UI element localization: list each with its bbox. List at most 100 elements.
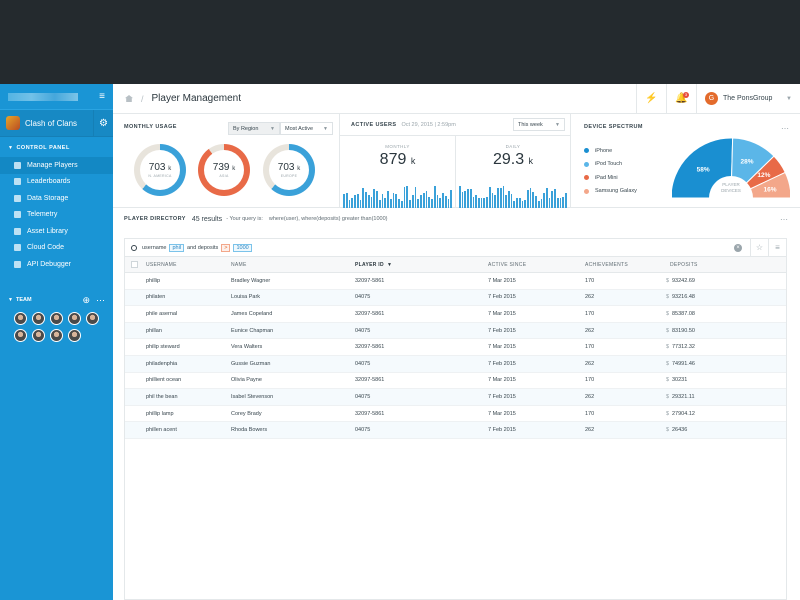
activity-filter-select[interactable]: Most Active ▼ (280, 122, 333, 135)
avatar[interactable] (14, 311, 27, 325)
table-row[interactable]: phillen acent Rhoda Bowers 04075 7 Feb 2015… (125, 422, 786, 439)
home-icon[interactable] (125, 95, 133, 102)
sparkline-bar (444, 196, 447, 208)
avatar[interactable] (32, 311, 45, 325)
search-bar[interactable]: username phil and deposits > 1000 × ☆ ≡ (125, 238, 786, 257)
chevron-down-icon: ▼ (323, 125, 328, 132)
cell-player-id: 32097-5861 (355, 310, 385, 317)
card-title: MONTHLY USAGE (124, 124, 177, 130)
avatar[interactable] (68, 311, 81, 325)
player-directory: PLAYER DIRECTORY 45 results - Your query… (113, 208, 800, 600)
cell-name: Isabel Stevenson (231, 393, 274, 400)
cell-achievements: 170 (585, 277, 595, 284)
chevron-down-icon: ▼ (555, 121, 560, 128)
sparkline-bar (524, 200, 526, 208)
avatar[interactable] (14, 328, 27, 342)
donut-chart: 703 k N. AMERICA (134, 144, 186, 196)
column-header-deposits[interactable]: DEPOSITS (670, 261, 698, 268)
search-token[interactable]: phil (169, 243, 185, 252)
table-row[interactable]: phil the bean Isabel Stevenson 04075 7 Feb … (125, 389, 786, 406)
column-header-username[interactable]: USERNAME (146, 261, 177, 268)
select-value: By Region (233, 125, 259, 132)
table-row[interactable]: philaten Louisa Park 04075 7 Feb 2015 262 $93… (125, 289, 786, 307)
sparkline-bar (526, 190, 529, 208)
cell-achievements: 170 (585, 410, 595, 417)
sparkline-bar (494, 195, 497, 208)
avatar[interactable] (68, 328, 81, 342)
cell-username: phile asernal (146, 310, 178, 317)
table-row[interactable]: phillip Bradley Wagner 32097-5861 7 Mar 201… (125, 273, 786, 290)
add-member-icon[interactable]: ⊕ (82, 294, 90, 305)
sparkline-bar (351, 197, 353, 208)
sidebar-item-api-debugger[interactable]: API Debugger (0, 256, 113, 273)
cell-name: Louisa Park (231, 294, 261, 301)
table-row[interactable]: philadenphia Gussie Guzman 04075 7 Feb 2015… (125, 355, 786, 373)
cell-username: phillip lamp (146, 410, 174, 417)
column-header-active-since[interactable]: ACTIVE SINCE (488, 261, 527, 268)
sidebar-item-label: Cloud Code (27, 244, 64, 252)
sidebar-item-telemetry[interactable]: Telemetry (0, 207, 113, 224)
sidebar-item-data-storage[interactable]: Data Storage (0, 190, 113, 207)
legend-label: iPod Touch (595, 161, 623, 168)
filter-icon[interactable]: ≡ (768, 238, 786, 257)
sidebar-item-leaderboards[interactable]: Leaderboards (0, 174, 113, 191)
lightning-icon[interactable]: ⚡ (636, 83, 666, 114)
pie-slice-label: 16% (764, 186, 777, 193)
cell-active-since: 7 Feb 2015 (488, 393, 516, 400)
column-header-player-id[interactable]: PLAYER ID (355, 261, 384, 268)
project-switcher[interactable]: Clash of Clans ⚙ (0, 109, 113, 137)
sparkline-bar (370, 197, 373, 208)
avatar[interactable] (32, 328, 45, 342)
column-header-achievements[interactable]: ACHIEVEMENTS (585, 261, 629, 268)
sparkline-bar (486, 196, 488, 208)
cell-name: James Copeland (231, 310, 273, 317)
sidebar-item-manage-players[interactable]: Manage Players (0, 157, 113, 174)
sort-desc-icon[interactable]: ▼ (387, 261, 393, 268)
sparkline-bar (461, 192, 464, 208)
table-row[interactable]: phile asernal James Copeland 32097-5861 7 M… (125, 306, 786, 323)
avatar: G (705, 92, 718, 105)
search-token[interactable]: 1000 (233, 243, 252, 252)
more-icon[interactable]: ⋯ (96, 294, 105, 305)
sparkline-bar (513, 201, 516, 208)
select-all-checkbox[interactable] (131, 261, 138, 268)
table-row[interactable]: phillip lamp Corey Brady 32097-5861 7 Mar 2… (125, 406, 786, 423)
control-panel-label: CONTROL PANEL (16, 145, 70, 151)
more-icon[interactable]: ⋯ (780, 215, 788, 224)
date-range-select[interactable]: This week ▼ (513, 118, 565, 131)
caret-down-icon: ▼ (8, 297, 13, 303)
sparkline-bar (543, 192, 545, 208)
team-heading[interactable]: ▼ TEAM ⊕ ⋯ (0, 273, 113, 312)
sparkline-bar (529, 187, 532, 208)
cell-active-since: 7 Feb 2015 (488, 427, 516, 434)
sidebar-item-asset-library[interactable]: Asset Library (0, 223, 113, 240)
control-panel-heading[interactable]: ▼ CONTROL PANEL (0, 137, 113, 157)
sidebar-item-label: Asset Library (27, 227, 68, 235)
avatar[interactable] (86, 311, 99, 325)
region-filter-select[interactable]: By Region ▼ (228, 122, 280, 135)
sparkline-bar (420, 194, 422, 208)
bell-icon[interactable]: 🔔 3 (666, 83, 696, 114)
sparkline-bar (356, 193, 359, 208)
avatar[interactable] (50, 328, 63, 342)
table-row[interactable]: phillient ocean Olivia Payne 32097-5861 7 M… (125, 373, 786, 390)
star-icon[interactable]: ☆ (750, 238, 768, 257)
sparkline-bar (398, 198, 400, 208)
user-menu[interactable]: G The PonsGroup ▼ (696, 83, 800, 114)
avatar[interactable] (50, 311, 63, 325)
search-token[interactable]: > (221, 243, 231, 252)
table-row[interactable]: philip steward Vera Walters 32097-5861 7 Ma… (125, 339, 786, 356)
clear-icon[interactable]: × (734, 243, 742, 252)
hamburger-menu-icon[interactable]: ≡ (99, 91, 105, 102)
cell-name: Bradley Wagner (231, 277, 271, 284)
sparkline-bar (422, 192, 425, 208)
window-top-bar (0, 0, 800, 84)
more-icon[interactable]: ⋯ (781, 124, 790, 133)
donut-unit: k (168, 166, 172, 172)
table-row[interactable]: phillan Eunice Chapman 04075 7 Feb 2015 262 $… (125, 322, 786, 340)
gear-icon[interactable]: ⚙ (93, 109, 113, 137)
column-header-name[interactable]: NAME (231, 261, 247, 268)
sparkline-bar (521, 201, 524, 208)
sidebar-item-cloud-code[interactable]: Cloud Code (0, 240, 113, 257)
sparkline-bar (475, 194, 478, 208)
